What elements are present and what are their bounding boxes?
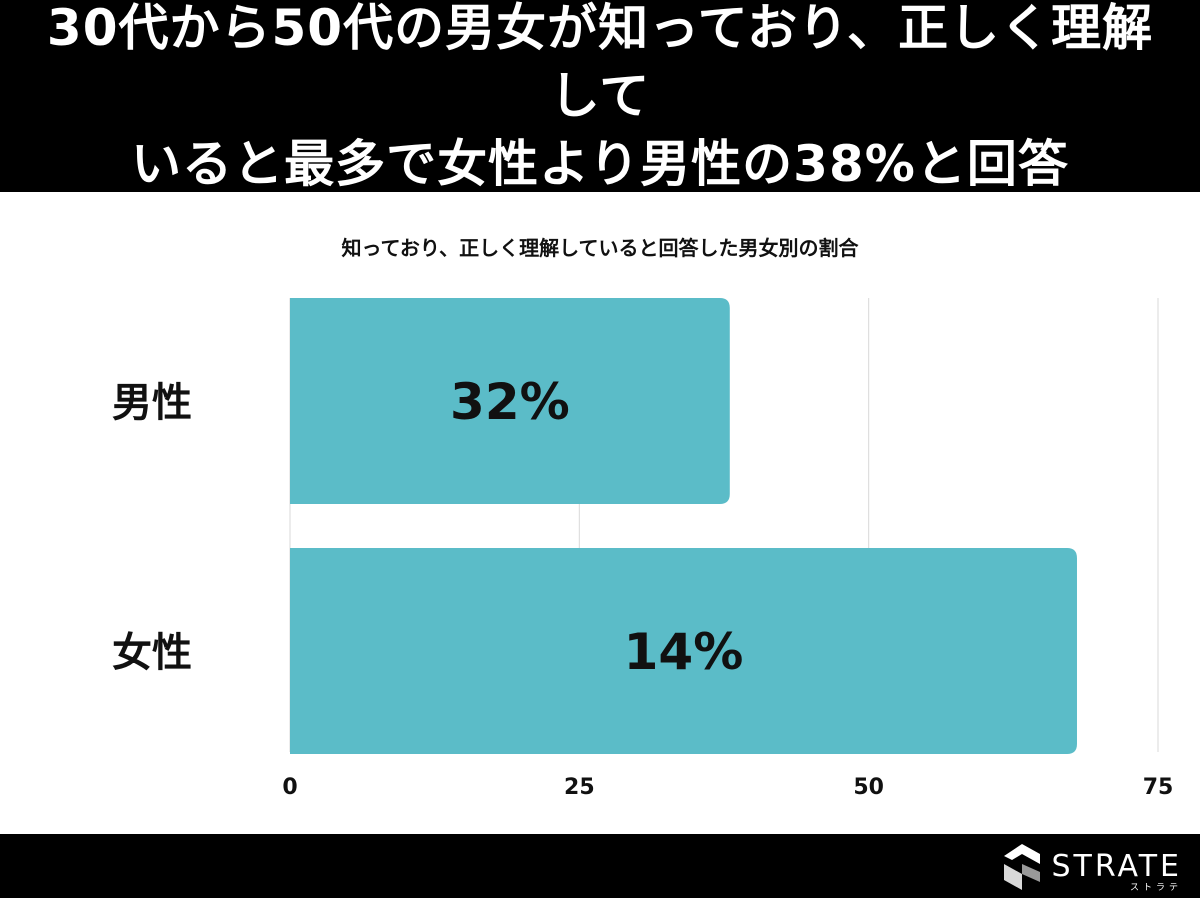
headline-line-2: いると最多で女性より男性の38%と回答 xyxy=(131,135,1069,193)
data-label: 32% xyxy=(450,373,570,431)
header-banner: 30代から50代の男女が知っており、正しく理解して いると最多で女性より男性の3… xyxy=(0,0,1200,193)
x-tick-label: 0 xyxy=(282,775,297,800)
logo-kana: ストラテ xyxy=(1129,883,1182,893)
category-label: 男性 xyxy=(112,380,192,426)
footer-bar: STRATE ストラテ xyxy=(0,834,1200,898)
bar-1 xyxy=(290,298,730,504)
data-label: 14% xyxy=(624,623,744,681)
category-label: 女性 xyxy=(112,630,192,676)
x-tick-label: 25 xyxy=(564,775,595,800)
strate-logo: STRATE ストラテ xyxy=(1000,842,1182,893)
chart-title: 知っており、正しく理解していると回答した男女別の割合 xyxy=(341,236,859,260)
x-tick-label: 50 xyxy=(853,775,884,800)
x-tick-label: 75 xyxy=(1143,775,1174,800)
bar-chart: 男性 32% 女性 14% 0 25 50 75 xyxy=(112,298,1174,800)
strate-logo-icon xyxy=(1003,844,1040,890)
bar-2 xyxy=(290,548,1077,754)
headline-line-1: 30代から50代の男女が知っており、正しく理解して xyxy=(46,0,1154,125)
headline: 30代から50代の男女が知っており、正しく理解して いると最多で女性より男性の3… xyxy=(25,0,1175,198)
logo-wordmark: STRATE xyxy=(1051,849,1182,884)
